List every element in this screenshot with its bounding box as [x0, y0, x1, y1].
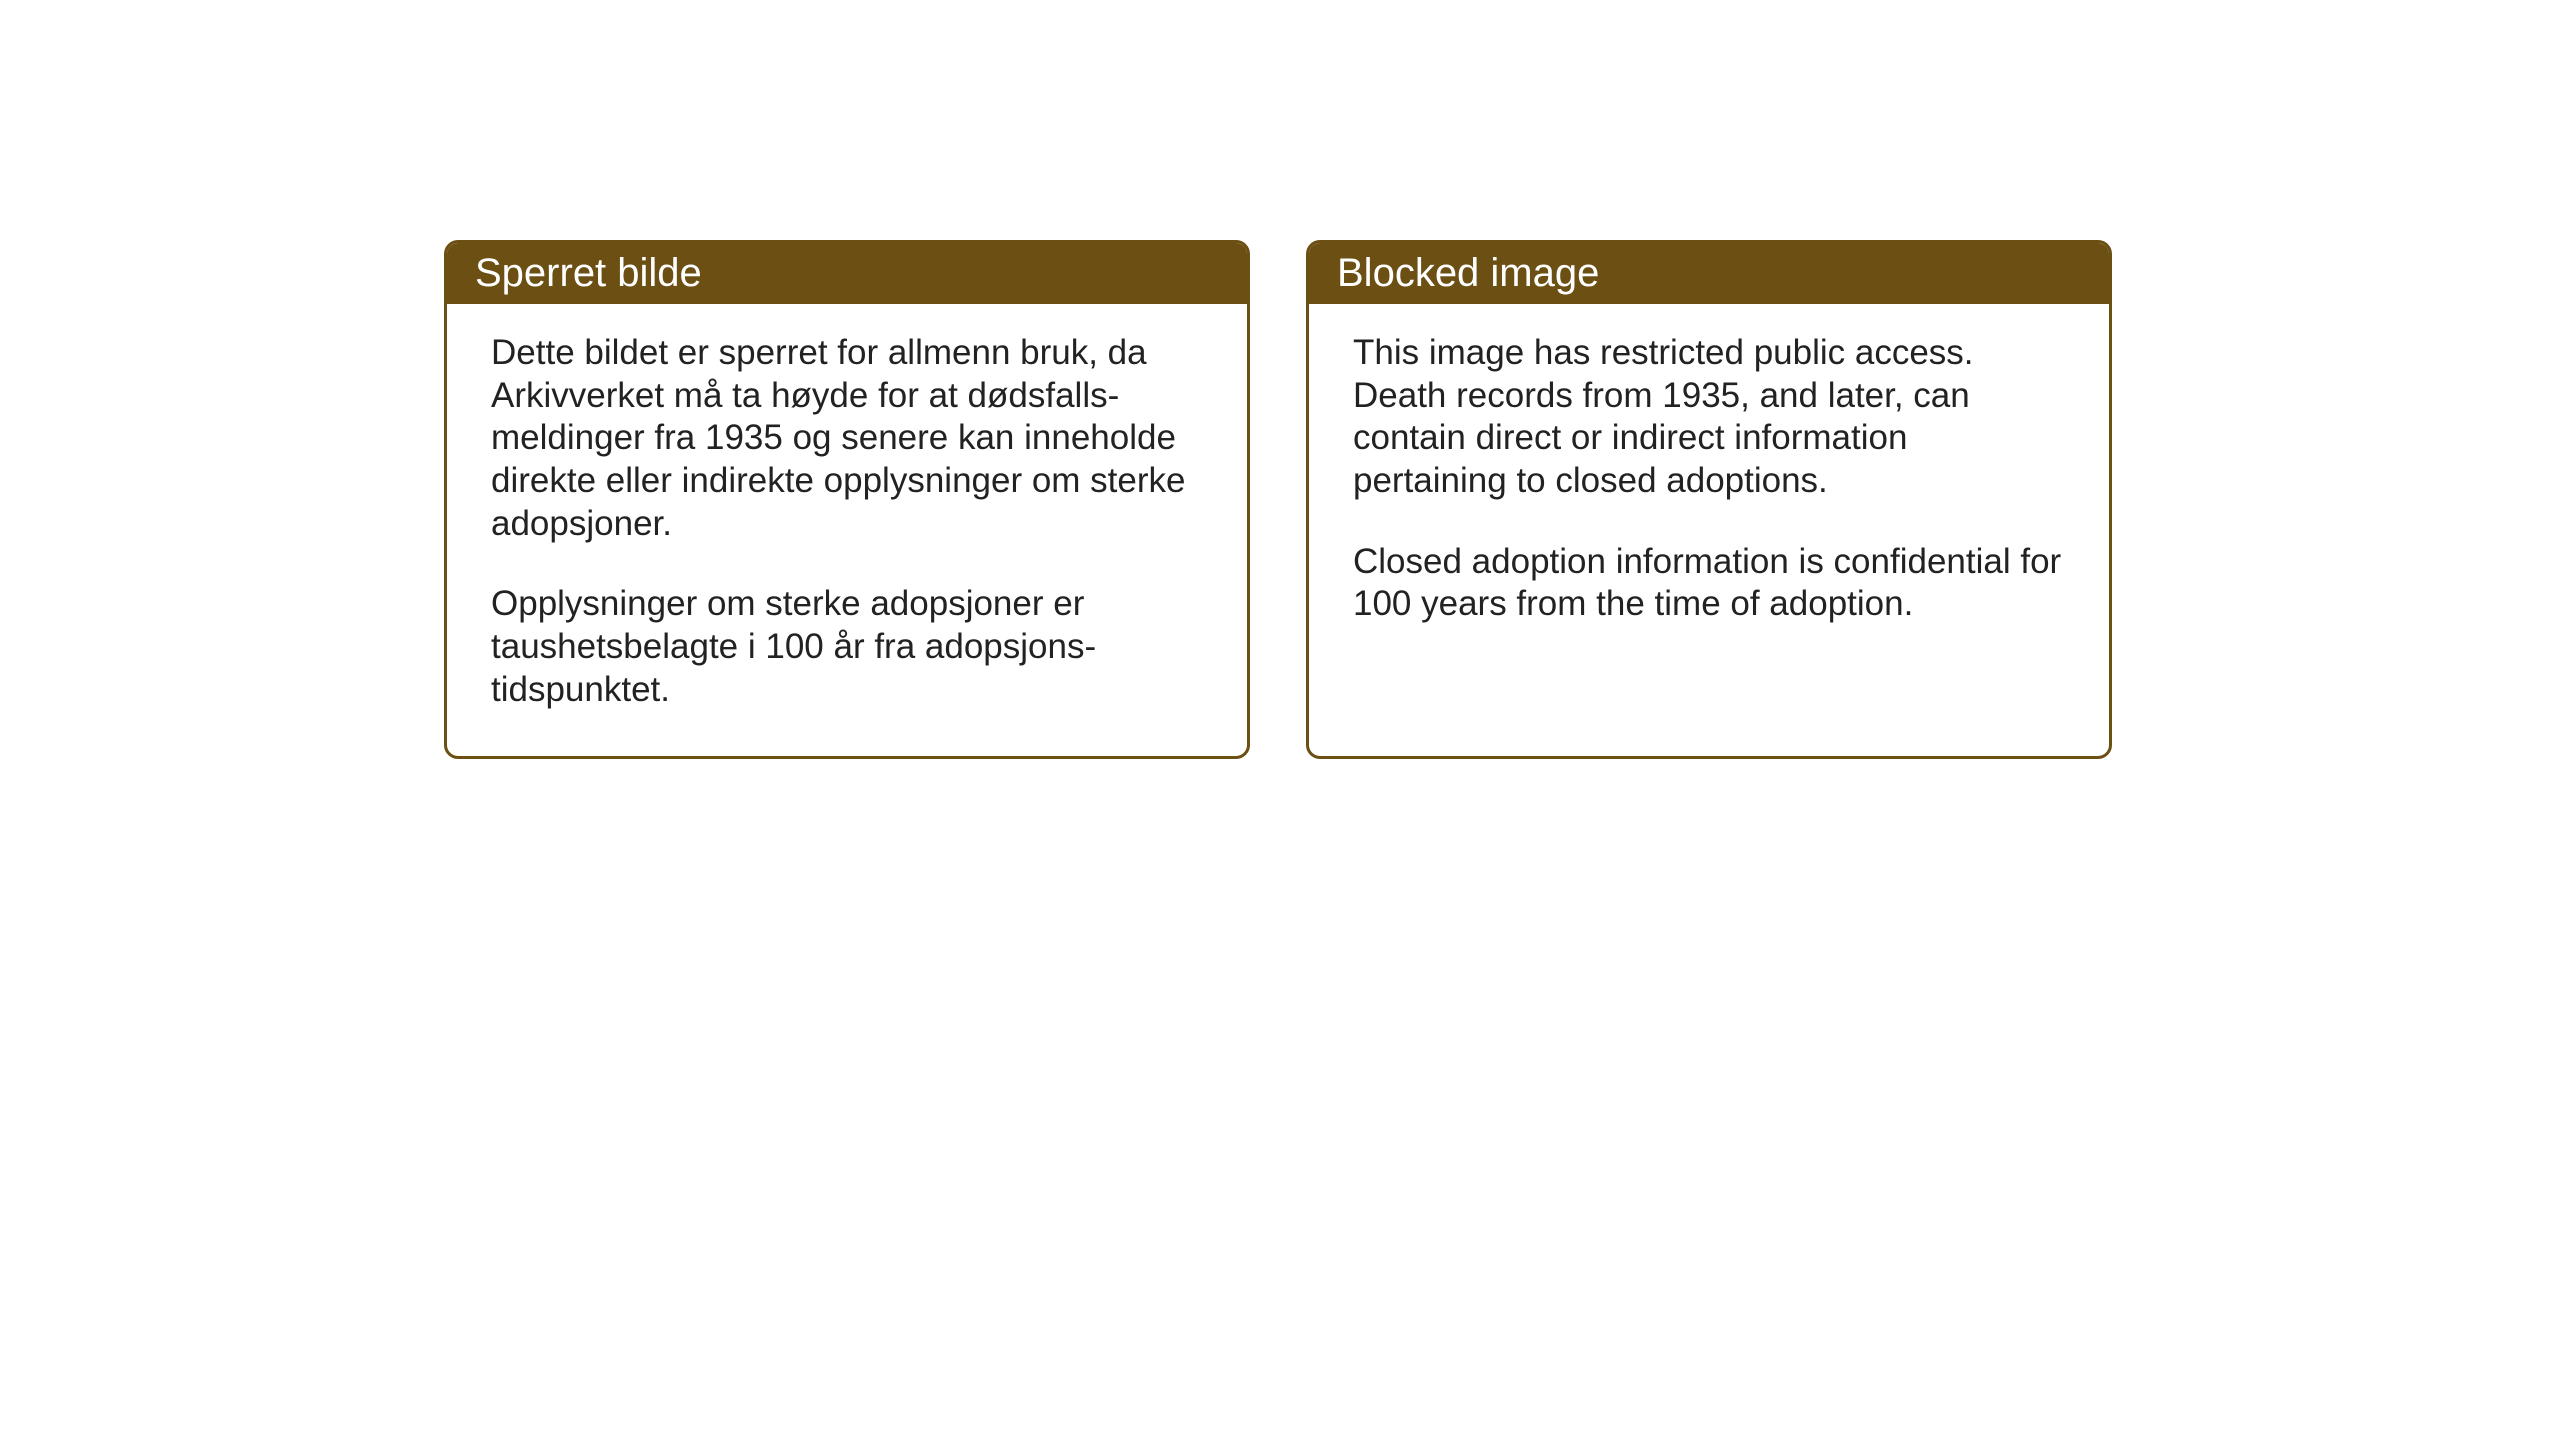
notice-body-english: This image has restricted public access.… [1309, 304, 2109, 670]
notice-paragraph-1-norwegian: Dette bildet er sperret for allmenn bruk… [491, 332, 1203, 545]
notice-body-norwegian: Dette bildet er sperret for allmenn bruk… [447, 304, 1247, 756]
notice-title-norwegian: Sperret bilde [475, 251, 702, 295]
notice-title-english: Blocked image [1337, 251, 1599, 295]
notice-container: Sperret bilde Dette bildet er sperret fo… [444, 240, 2112, 759]
notice-header-norwegian: Sperret bilde [447, 243, 1247, 304]
notice-header-english: Blocked image [1309, 243, 2109, 304]
notice-paragraph-1-english: This image has restricted public access.… [1353, 332, 2065, 503]
notice-card-norwegian: Sperret bilde Dette bildet er sperret fo… [444, 240, 1250, 759]
notice-card-english: Blocked image This image has restricted … [1306, 240, 2112, 759]
notice-paragraph-2-english: Closed adoption information is confident… [1353, 541, 2065, 626]
notice-paragraph-2-norwegian: Opplysninger om sterke adopsjoner er tau… [491, 583, 1203, 711]
